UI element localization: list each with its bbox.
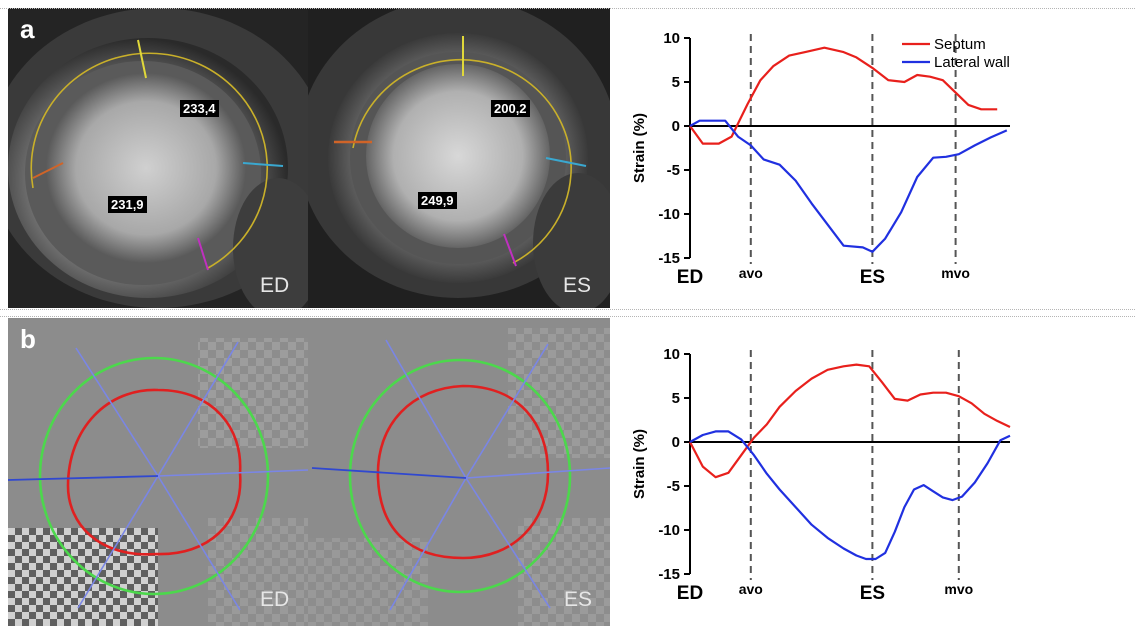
y-tick-label: 0 [672,434,680,451]
frame-label-ed: ED [260,274,290,297]
frame-label-es: ES [563,274,592,297]
event-label-es: ES [860,583,885,604]
y-axis-label: Strain (%) [631,113,648,183]
strain-chart-b: 10 5 0 -5 -10 -15 Strain (%) ED avo ES mvo [631,346,1011,604]
strain-chart-a: 10 5 0 -5 -10 -15 Strain (%) ED avo ES mvo SeptumLa… [631,30,1010,288]
event-label-avo: avo [739,265,763,281]
series-line-septum [689,363,1011,479]
y-tick-label: 10 [663,346,680,363]
panel-letter-a: a [20,14,35,44]
y-tick-label: 5 [672,390,680,407]
cine-es-svg [308,8,610,308]
event-label-es: ES [860,267,885,288]
y-tick-label: -15 [658,250,680,267]
panel-letter-b: b [20,324,36,354]
segment-length-label: 231,9 [108,196,147,213]
segment-length-label: 249,9 [418,192,457,209]
event-label-avo: avo [739,581,763,597]
segment-length-label: 233,4 [180,100,219,117]
tagging-image-es: ES [308,318,610,626]
y-tick-label: -10 [658,206,680,223]
tagging-image-ed: ED b [8,318,308,626]
y-tick-label: 5 [672,74,680,91]
y-tick-label: 10 [663,30,680,47]
tagging-ed-svg [8,318,308,626]
cine-image-ed: 233,4 231,9 ED a [8,8,308,308]
series-line-lateral-wall [689,119,1008,253]
segment-length-label: 200,2 [491,100,530,117]
tagging-es-svg [308,318,610,626]
event-label-ed: ED [677,267,703,288]
frame-label-es: ES [564,588,593,611]
series-line-septum [689,46,998,145]
divider-lower [0,316,1135,317]
y-tick-label: -5 [667,162,680,179]
divider-top [0,8,1135,9]
y-tick-label: -15 [658,566,680,583]
panel-a: 233,4 231,9 ED a [0,0,1135,310]
event-label-ed: ED [677,583,703,604]
y-axis-label: Strain (%) [631,429,648,499]
series-line-lateral-wall [689,430,1011,561]
y-tick-label: -10 [658,522,680,539]
legend-entry: Lateral wall [934,54,1010,71]
event-label-mvo: mvo [941,265,970,281]
y-tick-label: -5 [667,478,680,495]
panel-b: ED b ES 10 5 0 -5 [0,314,1135,627]
event-label-mvo: mvo [944,581,973,597]
y-tick-label: 0 [672,118,680,135]
cine-image-es: 200,2 249,9 ES [308,8,610,308]
frame-label-ed: ED [260,588,290,611]
divider-middle [0,309,1135,310]
cine-ed-svg [8,8,308,308]
legend-entry: Septum [934,36,986,53]
